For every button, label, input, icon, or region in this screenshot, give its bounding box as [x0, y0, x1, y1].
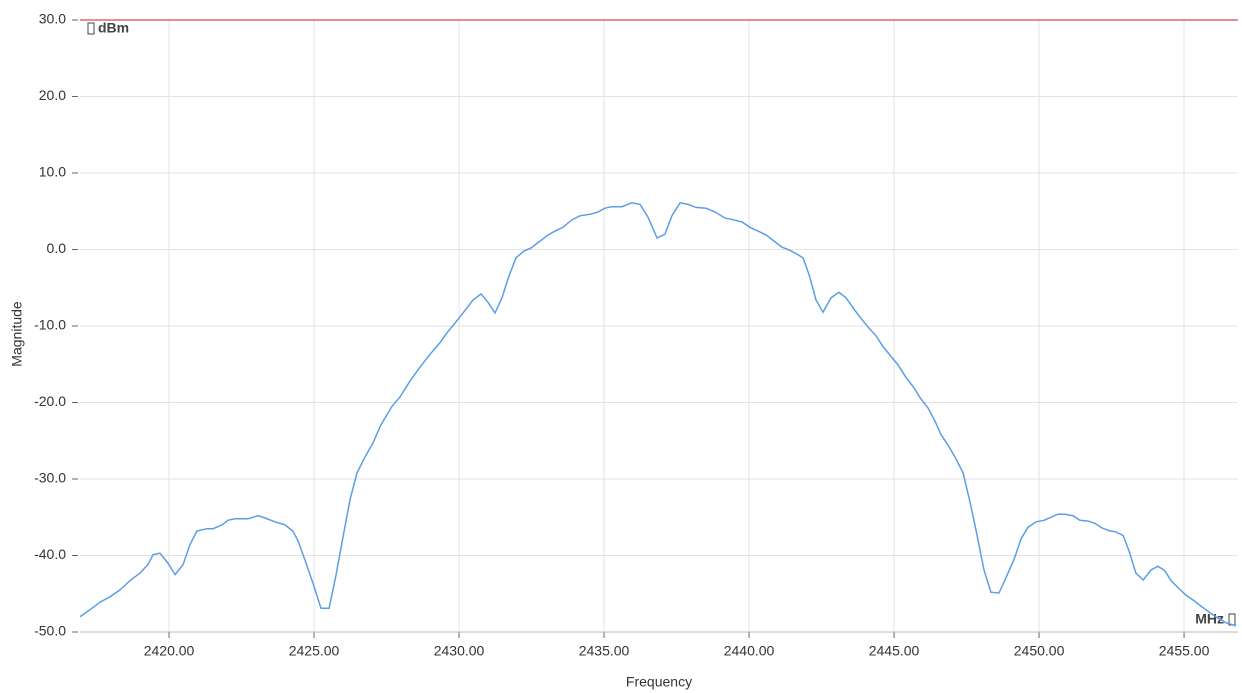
y-tick-label: 10.0 — [39, 164, 66, 180]
x-tick-label: 2455.00 — [1159, 643, 1210, 659]
y-tick-label: -50.0 — [34, 623, 66, 639]
x-tick-label: 2435.00 — [579, 643, 630, 659]
spectrum-line — [79, 201, 1237, 627]
y-tick-label: 20.0 — [39, 87, 66, 103]
x-tick-label: 2445.00 — [869, 643, 920, 659]
y-tick-label: -40.0 — [34, 546, 66, 562]
x-axis-label: Frequency — [626, 674, 692, 690]
y-axis-label: Magnitude — [9, 301, 25, 367]
x-unit: MHz — [1195, 611, 1224, 627]
x-tick-label: 2450.00 — [1014, 643, 1065, 659]
y-tick-label: -10.0 — [34, 317, 66, 333]
y-unit: dBm — [98, 20, 129, 36]
x-tick-label: 2430.00 — [434, 643, 485, 659]
y-tick-label: -20.0 — [34, 393, 66, 409]
unit-icon — [87, 22, 95, 35]
y-tick-label: 30.0 — [39, 11, 66, 27]
x-tick-label: 2425.00 — [289, 643, 340, 659]
y-tick-label: -30.0 — [34, 470, 66, 486]
x-tick-label: 2420.00 — [144, 643, 195, 659]
y-tick-label: 0.0 — [47, 240, 67, 256]
x-tick-label: 2440.00 — [724, 643, 775, 659]
